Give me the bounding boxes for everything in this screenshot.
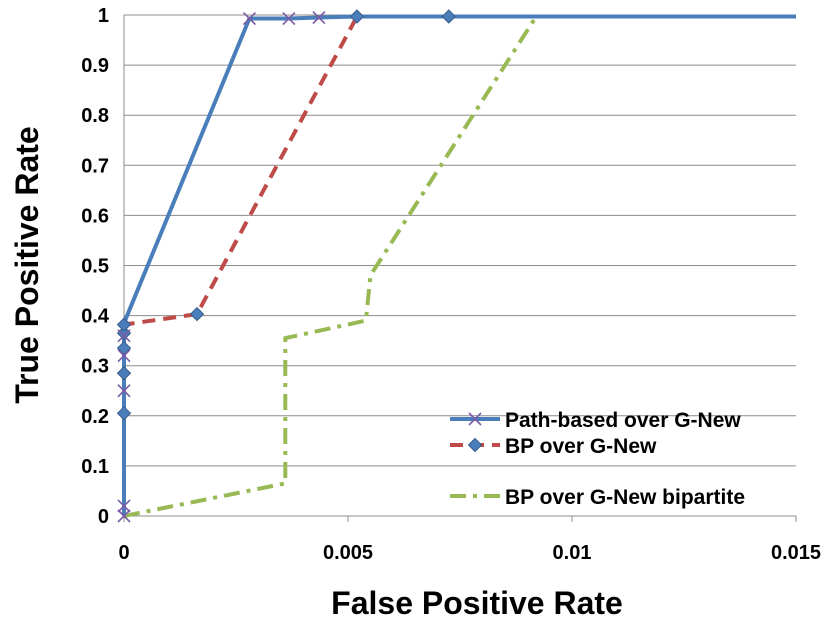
series-0-marker	[312, 10, 326, 25]
y-tick-label: 1	[98, 5, 109, 27]
legend-label: Path-based over G-New	[505, 409, 741, 432]
series-line-1	[122, 14, 796, 516]
legend: Path-based over G-New BP over G-New BP ove…	[450, 409, 745, 509]
series-1-marker	[349, 9, 365, 24]
series-0-marker	[117, 499, 131, 513]
legend-item-1: BP over G-New	[450, 435, 657, 458]
series-0-marker	[117, 329, 131, 343]
series-0-marker	[117, 384, 131, 398]
y-tick-label: 0.7	[81, 155, 109, 177]
legend-label: BP over G-New bipartite	[505, 486, 745, 509]
y-tick-label: 0.1	[81, 456, 109, 478]
y-axis-title: True Positive Rate	[9, 126, 45, 403]
series-1-marker	[441, 9, 457, 24]
series-0-marker	[282, 11, 296, 26]
series-0-marker	[117, 509, 131, 523]
y-tick-label: 0	[98, 506, 109, 528]
series-0-marker	[242, 11, 257, 26]
x-axis-title: False Positive Rate	[331, 585, 623, 621]
series-layer	[116, 9, 796, 523]
y-tick-label: 0.3	[81, 356, 109, 378]
series-1-marker	[116, 406, 132, 421]
x-tick-label: 0.01	[553, 542, 592, 564]
y-tick-label: 0.2	[81, 406, 109, 428]
legend-label: BP over G-New	[505, 435, 657, 458]
series-1-marker	[116, 317, 132, 332]
x-tick-label: 0.005	[323, 542, 373, 564]
legend-marker	[467, 437, 483, 453]
series-1-marker	[116, 366, 132, 381]
y-tick-label: 0.4	[81, 306, 110, 328]
legend-marker	[468, 412, 482, 426]
x-tick-labels: 0 0.005 0.01 0.015	[118, 542, 821, 564]
y-tick-label: 0.8	[81, 105, 109, 127]
y-tick-label: 0.9	[81, 55, 109, 77]
series-1-marker	[189, 306, 205, 322]
y-tick-label: 0.5	[81, 256, 109, 278]
y-tick-labels: 0 0.1 0.2 0.3 0.4 0.5 0.6 0.7 0.8 0.9 1	[81, 5, 110, 528]
series-1-marker	[116, 340, 132, 356]
y-tick-label: 0.6	[81, 205, 109, 227]
legend-item-2: BP over G-New bipartite	[450, 486, 745, 509]
x-tick-label: 0.015	[771, 542, 821, 564]
series-0-marker	[117, 349, 131, 363]
legend-item-0: Path-based over G-New	[450, 409, 741, 432]
x-tick-label: 0	[118, 542, 129, 564]
